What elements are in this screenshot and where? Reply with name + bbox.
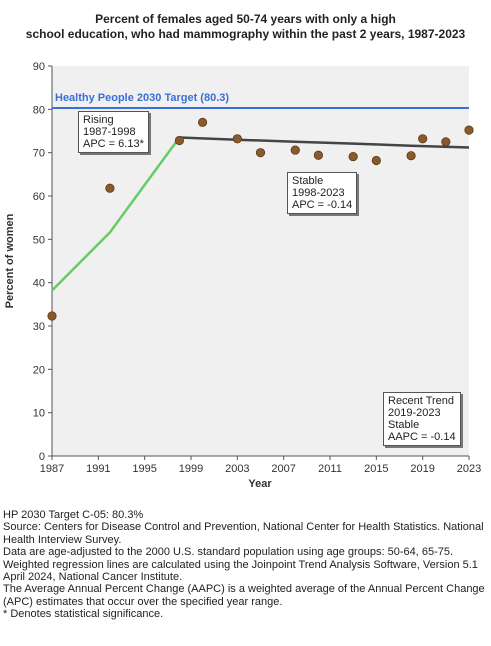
footnote-target: HP 2030 Target C-05: 80.3% <box>3 509 144 521</box>
annotation-stable-line-2: 1998-2023 <box>292 187 345 199</box>
x-tick-label: 2023 <box>457 463 481 475</box>
data-point <box>348 151 358 162</box>
y-axis-title: Percent of women <box>4 213 16 308</box>
x-axis-title: Year <box>248 478 272 490</box>
data-point <box>197 117 208 127</box>
y-tick-label: 90 <box>33 61 45 73</box>
target-label: Healthy People 2030 Target (80.3) <box>55 92 229 104</box>
trend-line-stable <box>179 136 470 149</box>
chart-title: Percent of females aged 50-74 years with… <box>0 12 491 42</box>
data-point <box>464 125 474 135</box>
data-point <box>290 145 300 155</box>
y-tick-label: 0 <box>39 451 45 463</box>
data-point <box>255 148 266 158</box>
y-tick-label: 30 <box>33 321 45 333</box>
data-point <box>441 137 451 147</box>
x-tick-label: 1999 <box>179 463 203 475</box>
y-tick-label: 40 <box>33 278 45 290</box>
data-point <box>371 155 381 166</box>
data-point <box>313 150 324 160</box>
data-point <box>418 134 428 144</box>
annotation-recent-line-1: Recent Trend <box>388 395 455 407</box>
y-tick-label: 10 <box>33 408 45 420</box>
annotation-recent-line-4: AAPC = -0.14 <box>388 431 456 443</box>
y-tick-label: 50 <box>33 234 45 246</box>
annotation-rising-line-3: APC = 6.13* <box>83 138 144 150</box>
annotation-rising-line-1: Rising <box>83 114 114 126</box>
x-tick-label: 2003 <box>225 463 249 475</box>
x-tick-label: 2007 <box>271 463 295 475</box>
annotation-stable-line-1: Stable <box>292 175 324 187</box>
annotation-rising: Rising 1987-1998 APC = 6.13* <box>78 111 149 153</box>
annotation-recent-trend: Recent Trend 2019-2023 Stable AAPC = -0.… <box>383 392 461 446</box>
x-tick-label: 1995 <box>132 463 156 475</box>
footnote-aapc: The Average Annual Percent Change (AAPC)… <box>3 583 485 608</box>
y-tick-label: 80 <box>33 104 45 116</box>
series-layer <box>47 107 474 321</box>
footnote-age-adjusted: Data are age-adjusted to the 2000 U.S. s… <box>3 546 454 559</box>
x-tick-label: 2019 <box>410 463 434 475</box>
x-tick-label: 2015 <box>364 463 388 475</box>
data-point <box>105 183 115 193</box>
x-tick-label: 1987 <box>40 463 64 475</box>
annotation-stable: Stable 1998-2023 APC = -0.14 <box>287 172 358 214</box>
annotation-rising-line-2: 1987-1998 <box>83 126 136 138</box>
y-tick-label: 70 <box>33 148 45 160</box>
footnote-regression: Weighted regression lines are calculated… <box>3 558 478 584</box>
data-point <box>232 134 242 144</box>
footnote-significance: * Denotes statistical significance. <box>3 608 164 621</box>
axes: 0 10 20 30 40 50 60 70 80 90 1987 1991 1995 1999 2003 2… <box>33 61 481 475</box>
annotation-recent-line-2: 2019-2023 <box>388 407 441 419</box>
y-tick-label: 60 <box>33 191 45 203</box>
footnotes: HP 2030 Target C-05: 80.3% Source: Cente… <box>3 509 488 621</box>
x-tick-label: 1991 <box>86 463 110 475</box>
y-tick-label: 20 <box>33 364 45 376</box>
data-point <box>406 151 416 161</box>
trend-line-rising <box>51 136 181 292</box>
chart-title-line-2: school education, who had mammography wi… <box>25 27 466 41</box>
x-tick-label: 2011 <box>318 463 342 475</box>
annotation-stable-line-3: APC = -0.14 <box>292 199 353 211</box>
chart-title-line-1: Percent of females aged 50-74 years with… <box>95 12 396 26</box>
footnote-source: Source: Centers for Disease Control and … <box>3 521 484 546</box>
data-point <box>47 311 57 321</box>
annotation-recent-line-3: Stable <box>388 419 420 431</box>
data-point <box>174 135 185 146</box>
